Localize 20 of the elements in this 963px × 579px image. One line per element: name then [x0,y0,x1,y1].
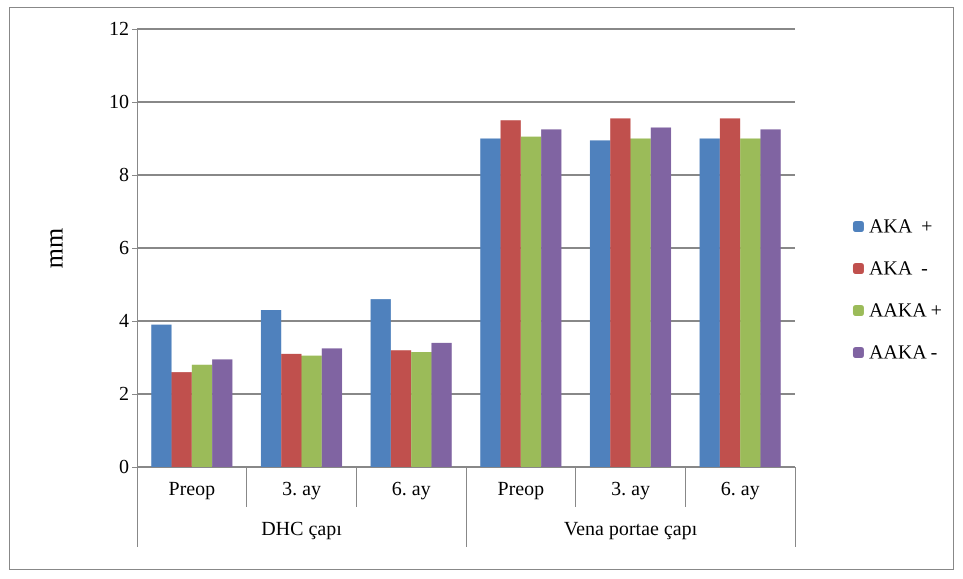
y-tick-label: 10 [109,91,129,113]
y-tick-label: 2 [119,383,129,405]
x-tick-label: 3. ay [282,478,321,500]
y-tick-label: 12 [109,18,129,40]
text: Vena portae çapı [564,518,698,540]
x-tick-label: Preop [168,478,216,500]
y-tick-label: 0 [119,456,129,478]
text: DHC çapı [261,518,342,540]
y-tick-label: 8 [119,164,129,186]
x-tick-label: 6. ay [392,478,431,500]
legend-label: AKA + [868,216,932,238]
x-tick-label: 3. ay [611,478,650,500]
legend-label: AAKA + [868,300,942,322]
y-axis-title: mm [40,228,68,268]
x-tick-label: 6. ay [720,478,760,500]
y-tick-label: 6 [119,237,129,259]
y-tick-label: 4 [119,310,129,332]
legend-label: AAKA - [868,342,938,364]
x-tick-label: Preop [497,478,544,500]
legend-label: AKA - [868,258,928,280]
